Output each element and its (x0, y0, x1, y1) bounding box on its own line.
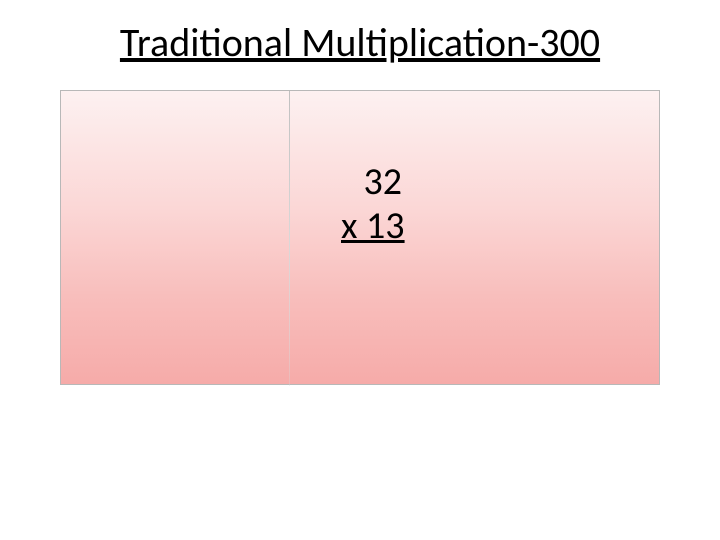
vertical-divider (289, 91, 290, 386)
content-panel: 32 x 13 (60, 90, 660, 385)
page-title: Traditional Multiplication-300 (0, 18, 720, 67)
multiplier: x 13 (341, 205, 405, 249)
multiplication-problem: 32 x 13 (341, 161, 405, 248)
multiplicand: 32 (341, 161, 405, 205)
